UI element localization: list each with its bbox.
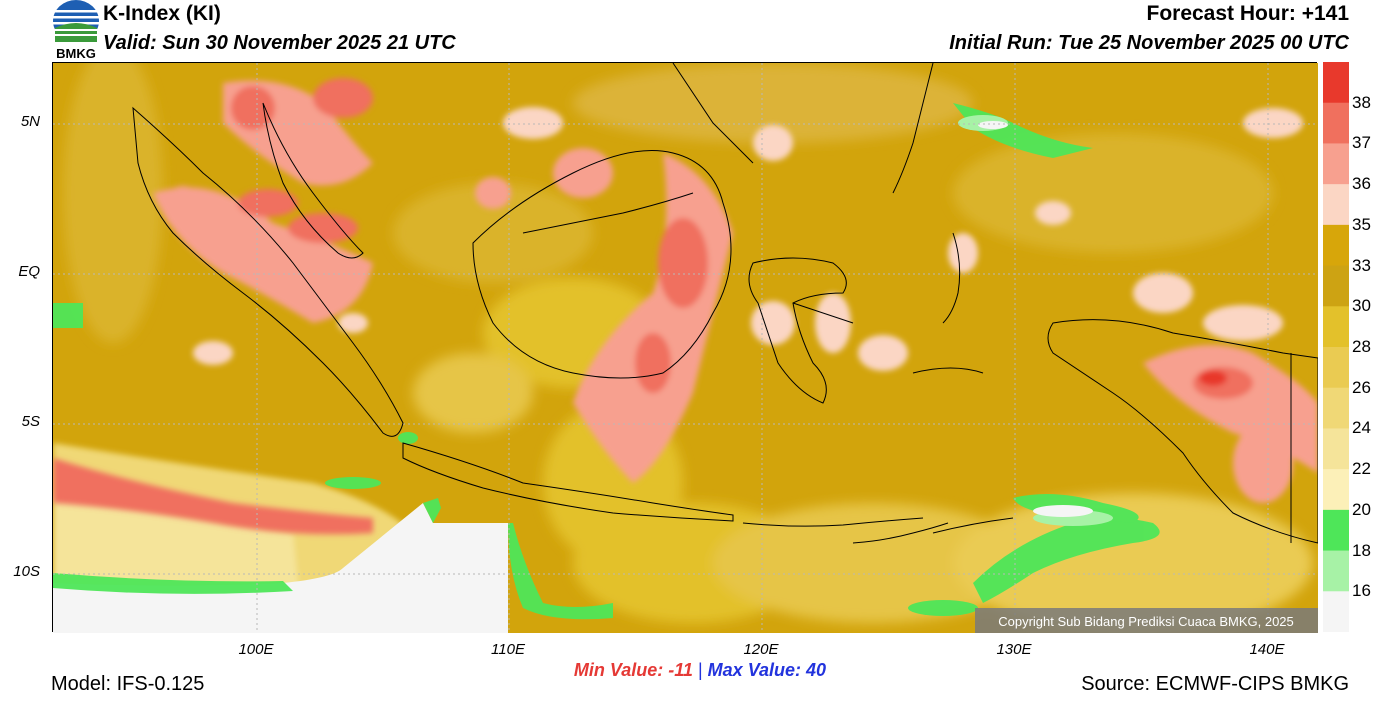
forecast-hour: Forecast Hour: +141 [1146,2,1350,25]
legend-label: 37 [1352,133,1371,153]
lat-label-10s: 10S [13,563,40,580]
k-index-map: Copyright Sub Bidang Prediksi Cuaca BMKG… [0,43,1319,663]
legend-label: 26 [1352,377,1371,397]
legend-label: 22 [1352,459,1371,479]
legend-swatch [1323,428,1349,470]
legend-swatch [1323,184,1349,226]
legend-label: 38 [1352,92,1371,112]
data-source: Source: ECMWF-CIPS BMKG [1081,673,1349,695]
initial-run: Initial Run: Tue 25 November 2025 00 UTC [949,32,1349,54]
legend-label: 24 [1352,418,1371,438]
max-value: Max Value: 40 [707,660,827,680]
legend-label: 33 [1352,255,1371,275]
stats-separator: | [697,660,703,680]
legend-label: 36 [1352,174,1371,194]
legend-swatch [1323,265,1349,307]
bmkg-logo: BMKG [51,0,101,62]
legend-swatch [1323,306,1349,348]
min-max-values: Min Value: -11 | Max Value: 40 [0,660,1400,681]
legend-swatch [1323,550,1349,592]
lat-label-5n: 5N [20,113,40,130]
min-value: Min Value: -11 [573,660,693,680]
legend-swatch [1323,387,1349,429]
legend-swatch [1323,469,1349,511]
legend-swatch [1323,509,1349,552]
legend-label: 16 [1352,581,1371,601]
lat-label-eq: EQ [18,263,40,280]
lon-label-140e: 140E [1249,641,1285,658]
logo-text: BMKG [56,46,96,61]
legend-swatch [1323,143,1349,185]
legend-label: 30 [1352,296,1371,316]
valid-time: Valid: Sun 30 November 2025 21 UTC [103,32,456,54]
legend-swatch [1323,347,1349,389]
lon-label-110e: 110E [491,641,525,658]
legend-label: 35 [1352,214,1371,234]
legend-swatch [1323,224,1349,267]
map-canvas: Copyright Sub Bidang Prediksi Cuaca BMKG… [0,43,1319,663]
map-title: K-Index (KI) [103,2,221,25]
copyright-note: Copyright Sub Bidang Prediksi Cuaca BMKG… [998,614,1294,629]
legend-label: 18 [1352,540,1371,560]
legend-swatch [1323,102,1349,144]
legend-swatch [1323,62,1349,104]
color-legend [1323,62,1349,633]
model-name: Model: IFS-0.125 [51,673,205,695]
legend-swatch [1323,591,1349,633]
lon-label-120e: 120E [743,641,779,658]
lat-label-5s: 5S [21,413,40,430]
lon-label-100e: 100E [238,641,274,658]
lon-label-130e: 130E [996,641,1032,658]
legend-label: 28 [1352,337,1371,356]
legend-label: 20 [1352,499,1371,519]
